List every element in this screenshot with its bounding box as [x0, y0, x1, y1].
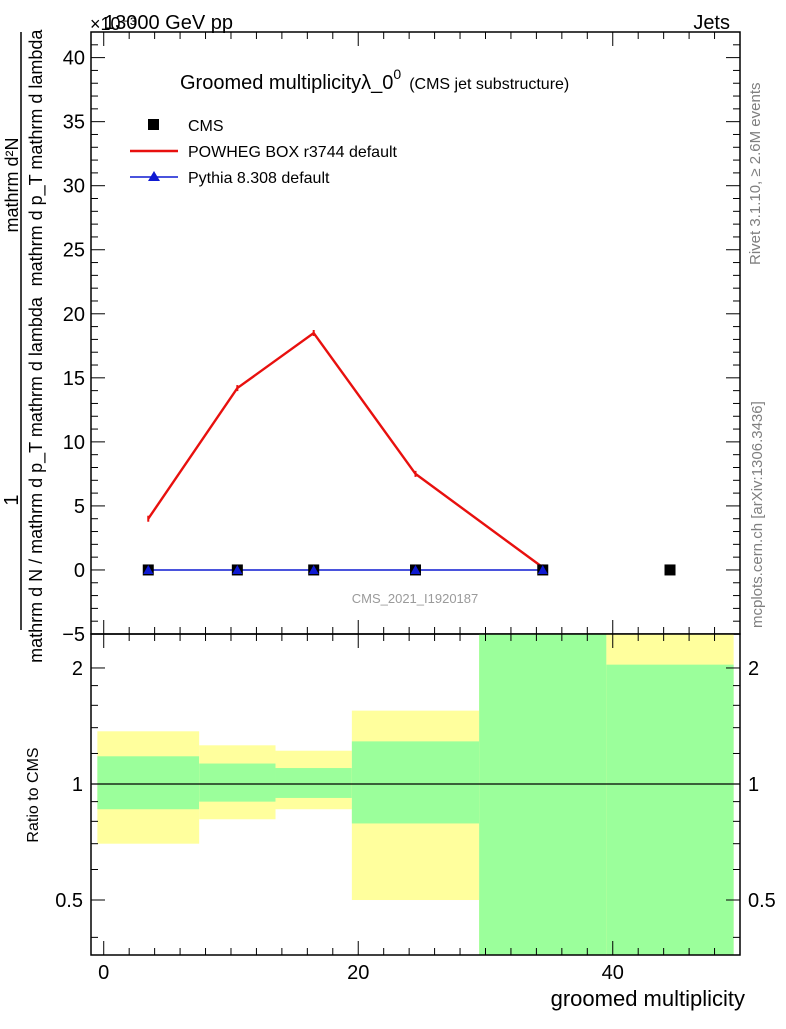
main-ytick-label: 5: [74, 496, 85, 518]
ratio-ytick-label-left: 0.5: [55, 890, 83, 912]
plot-title: Groomed multiplicityλ_00 (CMS jet substru…: [180, 66, 569, 94]
main-ytick-label: 30: [63, 176, 85, 198]
main-ytick-label: 15: [63, 368, 85, 390]
legend-label: CMS: [188, 118, 224, 135]
y-axis-label: 1 mathrm d N / mathrm d p_T mathrm d lam…: [1, 29, 47, 663]
ratio-band-inner-1: [199, 763, 276, 802]
y-multiplier-label: ×10⁻³: [90, 14, 136, 34]
plot-title-sup: 0: [393, 66, 401, 82]
y-label-rhs-num: mathrm d²N: [2, 137, 22, 232]
ratio-band-inner-5: [606, 664, 734, 955]
rivet-version-label: Rivet 3.1.10, ≥ 2.6M events: [747, 83, 764, 266]
legend: CMS POWHEG BOX r3744 default Pythia 8.308 …: [130, 118, 398, 187]
ratio-band-inner-3: [351, 741, 480, 824]
ratio-xtick-label: 20: [347, 962, 369, 984]
ratio-plot-frame: [90, 633, 741, 956]
ratio-ytick-label-left: 1: [72, 774, 83, 796]
plot-title-main: Groomed multiplicityλ_0: [180, 72, 393, 94]
legend-label: POWHEG BOX r3744 default: [188, 144, 398, 161]
series-cms-point: [664, 564, 676, 576]
x-axis-label: groomed multiplicity: [551, 986, 745, 1011]
mcplots-reference-label: mcplots.cern.ch [arXiv:1306.3436]: [749, 401, 766, 628]
main-ytick-label: −5: [62, 624, 85, 646]
header-energy-label: 13000 GeV pp: [104, 12, 233, 34]
y-label-lhs-den: mathrm d N / mathrm d p_T mathrm d lambd…: [26, 296, 47, 663]
main-ytick-label: 10: [63, 432, 85, 454]
main-ytick-label: 40: [63, 48, 85, 70]
legend-pythia-marker: [148, 171, 160, 181]
ratio-xtick-label: 0: [98, 962, 109, 984]
analysis-watermark: CMS_2021_I1920187: [352, 591, 479, 606]
ratio-ytick-label-right: 1: [748, 774, 759, 796]
main-ytick-label: 20: [63, 304, 85, 326]
y-label-rhs-den: mathrm d p_T mathrm d lambda: [26, 29, 47, 287]
main-ytick-label: 0: [74, 560, 85, 582]
ratio-xtick-label: 40: [602, 962, 624, 984]
ratio-ytick-label-right: 0.5: [748, 890, 776, 912]
main-ytick-label: 35: [63, 112, 85, 134]
ratio-ytick-label-left: 2: [72, 658, 83, 680]
series-pythia-point: [143, 564, 154, 574]
series-pythia-point: [537, 564, 548, 574]
main-plot: −5 0 5 10 15 20 25 30 35 40: [62, 31, 741, 646]
series-pythia-point: [308, 564, 319, 574]
legend-cms-marker: [148, 119, 159, 130]
header-category-label: Jets: [693, 12, 730, 34]
ratio-band-inner-2: [275, 768, 352, 798]
series-pythia-point: [232, 564, 243, 574]
series-pythia-point: [410, 564, 421, 574]
ratio-band-inner-4: [479, 634, 607, 955]
legend-label: Pythia 8.308 default: [188, 170, 330, 187]
ratio-plot: 0 20 40 0.5 0.5 1 1 2 2: [55, 633, 776, 984]
plot-title-sub: (CMS jet substructure): [409, 76, 569, 93]
main-ytick-label: 25: [63, 240, 85, 262]
series-powheg-line: [147, 331, 544, 569]
ratio-band-inner-0: [97, 756, 200, 810]
ratio-ytick-label-right: 2: [748, 658, 759, 680]
y-label-lhs-num: 1: [1, 494, 23, 505]
ratio-y-axis-label: Ratio to CMS: [25, 747, 42, 842]
